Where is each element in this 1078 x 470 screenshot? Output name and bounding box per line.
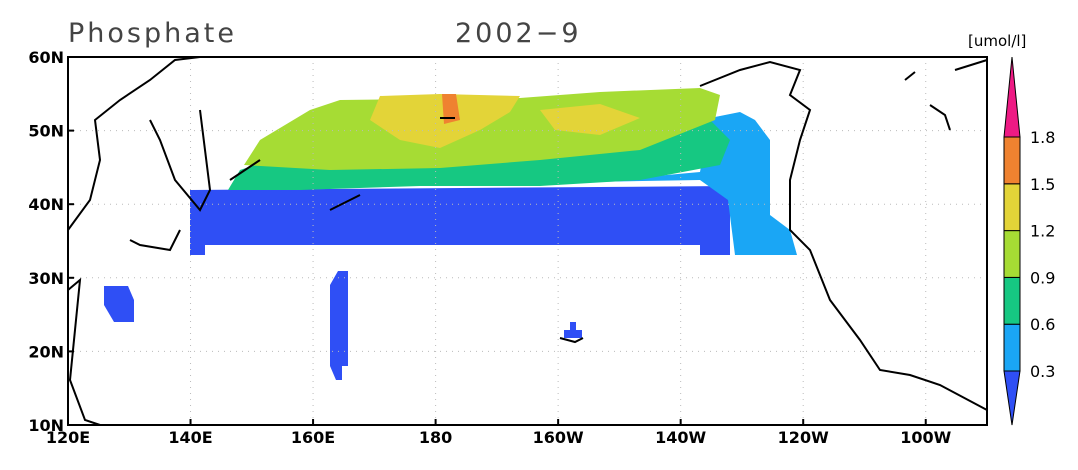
y-tick-label: 40N [28,195,64,214]
colorbar-label: 0.3 [1030,362,1055,381]
y-tick-label: 10N [28,416,64,435]
colorbar-label: 1.2 [1030,222,1055,241]
x-tick-label: 140E [168,428,212,447]
x-tick-label: 160W [533,428,584,447]
x-tick-label: 100W [900,428,951,447]
unit: [umol/l] [968,32,1026,50]
colorbar-segment [1003,323,1021,372]
region [590,112,797,255]
y-tick-label: 50N [28,122,64,141]
y-tick-label: 20N [28,342,64,361]
y-tick-label: 30N [28,269,64,288]
colorbar-low [1003,370,1021,426]
colorbar-segment [1003,136,1021,185]
coastlines [67,56,988,426]
x-tick-label: 140W [655,428,706,447]
colorbar-label: 1.5 [1030,175,1055,194]
x-tick-label: 120W [778,428,829,447]
colorbar-label: 1.8 [1030,128,1055,147]
colorbar-segment [1003,230,1021,278]
colorbar-segment [1003,276,1021,325]
colorbar-segment [1003,183,1021,232]
region [564,322,582,338]
colorbar-label: 0.6 [1030,315,1055,334]
x-tick-label: 180 [419,428,452,447]
plot-frame [67,56,988,426]
colorbar-high [1003,56,1021,138]
region [104,286,134,322]
title: Phosphate [68,18,237,49]
region [330,271,348,380]
date: 2002−9 [455,18,582,49]
colorbar-label: 0.9 [1030,268,1055,287]
x-tick-label: 160E [291,428,335,447]
x-tick-label: 120E [46,428,90,447]
region [540,104,640,135]
region [442,94,460,124]
y-tick-label: 60N [28,48,64,67]
phosphate-field [104,88,797,380]
region [190,186,730,255]
